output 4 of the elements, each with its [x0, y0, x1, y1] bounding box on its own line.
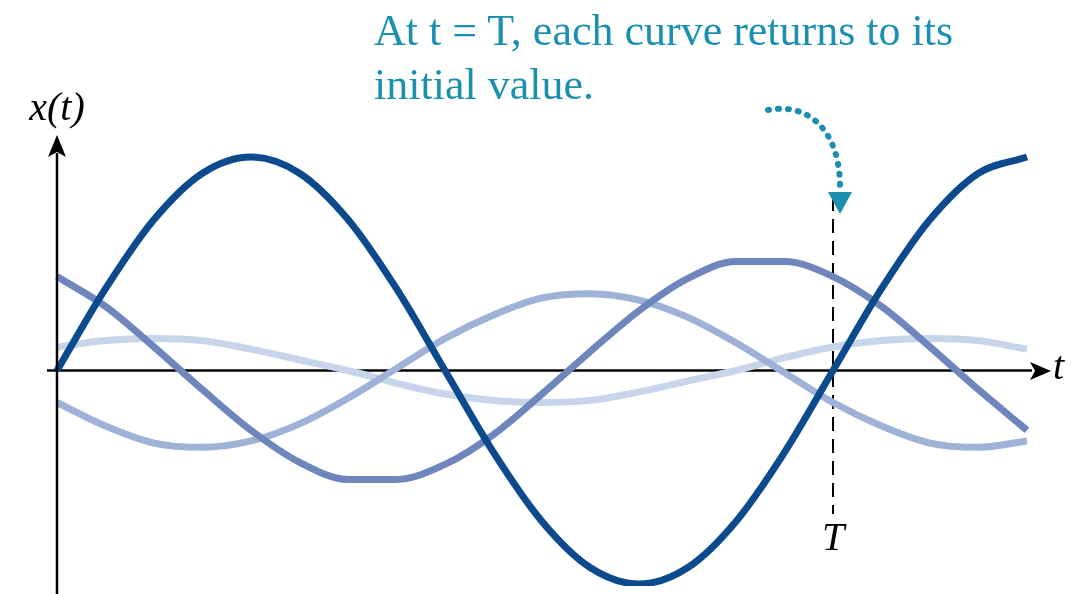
- text: At t = T, each curve returns to its initial value.: [374, 5, 955, 111]
- y-axis-title: x(t): [28, 83, 85, 129]
- annotation: T: [821, 513, 847, 559]
- x-axis-title: t: [1053, 343, 1065, 389]
